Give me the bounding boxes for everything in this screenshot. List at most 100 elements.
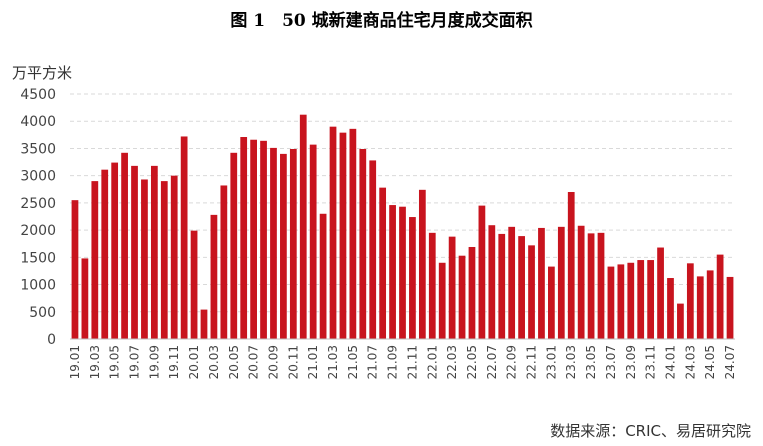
x-tick-label: 19.09: [147, 345, 161, 379]
y-axis-ticks: 0 500 1000 1500 2000 2500 3000 3500 4000 4500: [20, 87, 56, 348]
bar-24.02: [677, 303, 684, 339]
x-tick-label: 20.11: [286, 345, 300, 379]
bar-23.04: [577, 225, 585, 339]
x-axis-ticks: 19.01 19.03 19.05 19.07 19.09 19.11 20.01 20.03…: [68, 345, 737, 379]
bar-24.07: [726, 276, 734, 339]
bar-20.12: [299, 114, 307, 339]
bar-19.11: [170, 175, 178, 339]
bar-21.03: [329, 126, 337, 340]
x-tick-label: 23.05: [584, 345, 598, 379]
x-tick-label: 23.09: [624, 345, 638, 379]
bar-20.04: [220, 185, 228, 339]
x-tick-label: 22.11: [525, 345, 539, 379]
bar-21.09: [389, 205, 396, 339]
bar-22.07: [488, 225, 496, 339]
x-tick-label: 21.09: [386, 345, 400, 379]
bar-21.08: [379, 187, 387, 339]
bar-20.02: [200, 309, 208, 339]
bar-23.11: [647, 260, 655, 339]
bar-20.10: [280, 153, 287, 339]
bar-22.05: [468, 246, 476, 339]
x-tick-label: 23.11: [644, 345, 658, 379]
x-tick-label: 19.07: [128, 345, 142, 379]
bar-20.08: [260, 140, 267, 339]
bar-21.04: [339, 132, 347, 339]
y-tick-label: 1500: [20, 250, 56, 266]
x-tick-label: 20.01: [187, 345, 201, 379]
bar-19.05: [111, 162, 119, 339]
bar-22.03: [448, 236, 456, 339]
bar-24.04: [696, 276, 704, 339]
x-tick-label: 20.05: [227, 345, 241, 379]
x-tick-label: 23.07: [604, 345, 618, 379]
bar-22.02: [438, 262, 446, 339]
bar-23.07: [607, 266, 615, 339]
bar-21.05: [349, 128, 357, 339]
y-tick-label: 2500: [20, 196, 56, 212]
bar-20.09: [270, 147, 277, 339]
x-tick-label: 19.05: [108, 345, 122, 379]
x-tick-label: 23.01: [544, 345, 558, 379]
x-tick-label: 22.07: [485, 345, 499, 379]
chart-title: 图 1 50 城新建商品住宅月度成交面积: [230, 11, 533, 31]
bar-23.03: [567, 192, 575, 339]
bar-22.12: [538, 227, 545, 339]
bar-23.12: [657, 247, 664, 339]
bar-22.10: [518, 236, 525, 339]
bars: [71, 114, 734, 340]
bar-21.10: [399, 206, 406, 339]
bar-19.07: [131, 165, 138, 339]
y-tick-label: 2000: [20, 223, 56, 239]
bar-19.02: [81, 258, 89, 339]
bar-23.09: [627, 262, 635, 339]
bar-22.01: [428, 232, 436, 339]
bar-22.11: [528, 245, 535, 339]
x-tick-label: 24.05: [703, 345, 717, 379]
x-tick-label: 21.11: [405, 345, 419, 379]
bar-21.07: [369, 160, 377, 339]
bar-20.07: [250, 139, 257, 339]
bar-24.03: [686, 263, 694, 339]
y-tick-label: 3500: [20, 141, 56, 157]
bar-23.10: [637, 260, 645, 339]
bar-24.01: [667, 278, 674, 339]
bar-22.09: [508, 226, 516, 339]
bar-23.01: [548, 266, 555, 339]
bar-19.03: [91, 181, 99, 339]
y-tick-label: 0: [47, 332, 56, 348]
x-tick-label: 24.07: [723, 345, 737, 379]
x-tick-label: 21.03: [326, 345, 340, 379]
x-tick-label: 20.07: [247, 345, 261, 379]
bar-19.01: [71, 200, 79, 339]
bar-19.08: [141, 179, 148, 339]
bar-21.11: [409, 217, 416, 339]
x-tick-label: 23.03: [564, 345, 578, 379]
bar-19.12: [180, 136, 188, 339]
y-tick-label: 500: [29, 305, 56, 321]
bar-23.08: [617, 264, 625, 339]
bar-19.09: [150, 165, 158, 339]
y-tick-label: 4500: [20, 87, 56, 103]
bar-20.01: [190, 230, 198, 339]
x-tick-label: 22.09: [505, 345, 519, 379]
bar-21.12: [418, 189, 426, 339]
bar-19.06: [121, 152, 128, 339]
bar-20.05: [230, 152, 238, 339]
x-tick-label: 21.01: [306, 345, 320, 379]
x-tick-label: 21.05: [346, 345, 360, 379]
bar-20.03: [210, 214, 218, 339]
bar-22.06: [478, 205, 486, 339]
bar-24.06: [716, 254, 724, 339]
x-tick-label: 21.07: [366, 345, 380, 379]
bar-19.04: [101, 169, 109, 339]
bar-22.04: [458, 255, 466, 339]
bar-22.08: [498, 233, 506, 339]
bar-23.06: [597, 232, 605, 339]
x-tick-label: 24.03: [683, 345, 697, 379]
bar-20.11: [289, 148, 297, 339]
bar-23.05: [587, 233, 595, 339]
bar-21.06: [359, 148, 367, 339]
bar-20.06: [240, 137, 248, 339]
x-tick-label: 19.11: [167, 345, 181, 379]
